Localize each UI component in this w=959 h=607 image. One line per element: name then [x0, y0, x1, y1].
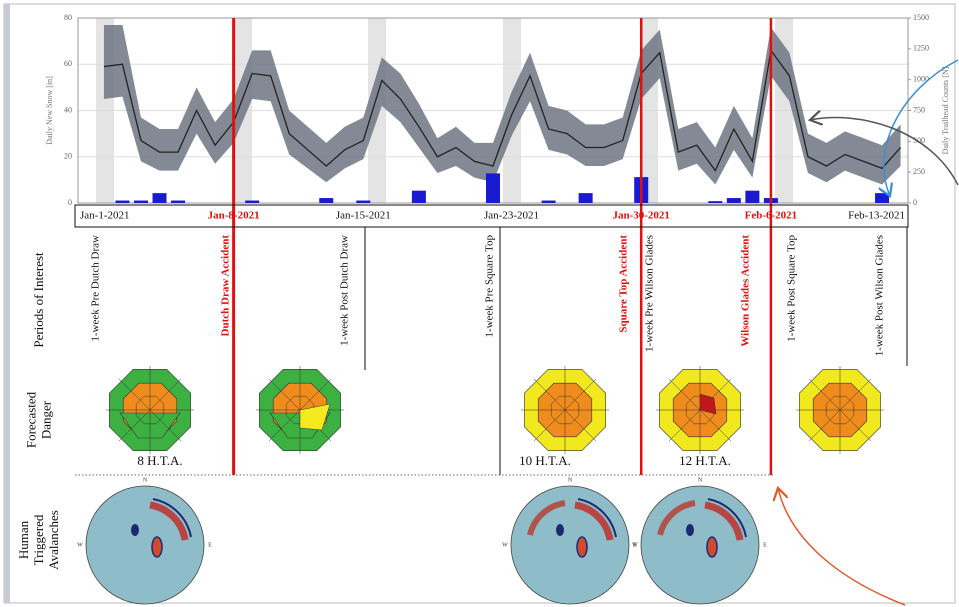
y-tick-label: 60: [64, 59, 72, 68]
accident-label: Dutch Draw Accident: [220, 235, 232, 337]
period-label: 1-week Post Square Top: [786, 235, 798, 342]
trailhead-bar: [245, 201, 259, 203]
row-label: Forecasted: [23, 391, 38, 448]
trailhead-bar: [319, 198, 333, 203]
polar-disk: [86, 486, 204, 604]
hta-label: 12 H.T.A.: [679, 453, 731, 468]
period-label: 1-week Pre Wilson Glades: [644, 235, 656, 352]
density-spot: [556, 524, 564, 536]
trailhead-bar: [542, 201, 556, 203]
row-label: Human: [16, 520, 31, 559]
y-axis-label: Daily New Snow [in]: [45, 76, 54, 145]
danger-rose: [106, 366, 194, 454]
compass-label: W: [502, 542, 508, 548]
period-label: 1-week Pre Dutch Draw: [90, 235, 102, 342]
compass-label: N: [143, 477, 148, 483]
trailhead-bar: [356, 201, 370, 203]
trailhead-bar: [727, 198, 741, 203]
y-tick-label: 40: [64, 105, 72, 114]
compass-label: N: [698, 477, 703, 483]
y2-tick-label: 1500: [913, 13, 929, 22]
accident-label: Wilson Glades Accident: [740, 235, 752, 347]
hta-label: 8 H.T.A.: [137, 453, 182, 468]
x-tick-label: Jan-15-2021: [336, 210, 391, 222]
density-spot: [577, 537, 587, 557]
x-tick-label: Feb-13-2021: [848, 210, 905, 222]
y2-tick-label: 250: [913, 167, 925, 176]
danger-rose: [656, 366, 744, 454]
trailhead-bar: [708, 201, 722, 203]
compass-label: N: [568, 477, 573, 483]
y2-axis-label: Daily Trailhead Counts [N]: [941, 66, 950, 154]
trailhead-bar: [171, 201, 185, 203]
trailhead-bar: [875, 193, 889, 203]
figure: 0204060800250500750100012501500Daily New…: [0, 0, 959, 607]
trailhead-bar: [486, 173, 500, 203]
trailhead-bar: [745, 191, 759, 203]
row-label: Periods of Interest: [31, 252, 46, 348]
density-spot: [707, 537, 717, 557]
y-tick-label: 80: [64, 13, 72, 22]
density-spot: [686, 524, 694, 536]
compass-label: W: [77, 542, 83, 548]
x-tick-label: Jan-1-2021: [80, 210, 130, 222]
trailhead-bar: [579, 193, 593, 203]
row-label: Triggered: [31, 514, 46, 565]
y-tick-label: 20: [64, 152, 72, 161]
y-tick-label: 0: [68, 198, 72, 207]
hta-label: 10 H.T.A.: [519, 453, 571, 468]
polar-disk: [641, 486, 759, 604]
compass-label: W: [632, 542, 638, 548]
trailhead-bar: [153, 193, 167, 203]
y2-tick-label: 0: [913, 198, 917, 207]
x-tick-label: Jan-23-2021: [484, 210, 539, 222]
density-spot: [152, 537, 162, 557]
polar-disk: [511, 486, 629, 604]
row-label: Danger: [38, 400, 53, 439]
row-label: Avalanches: [46, 510, 61, 570]
period-label: 1-week Pre Square Top: [484, 235, 496, 338]
y2-tick-label: 750: [913, 105, 925, 114]
trailhead-bar: [134, 201, 148, 203]
density-spot: [131, 524, 139, 536]
danger-rose: [521, 366, 609, 454]
danger-rose: [796, 366, 884, 454]
trailhead-bar: [115, 201, 129, 203]
accident-label: Square Top Accident: [618, 235, 630, 333]
compass-label: E: [763, 542, 767, 548]
trailhead-bar: [412, 191, 426, 203]
danger-rose: [256, 366, 344, 454]
period-label: 1-week Post Wilson Glades: [874, 235, 886, 356]
compass-label: E: [208, 542, 212, 548]
y2-tick-label: 1250: [913, 44, 929, 53]
side-strip: [4, 4, 10, 603]
period-label: 1-week Post Dutch Draw: [339, 235, 351, 346]
